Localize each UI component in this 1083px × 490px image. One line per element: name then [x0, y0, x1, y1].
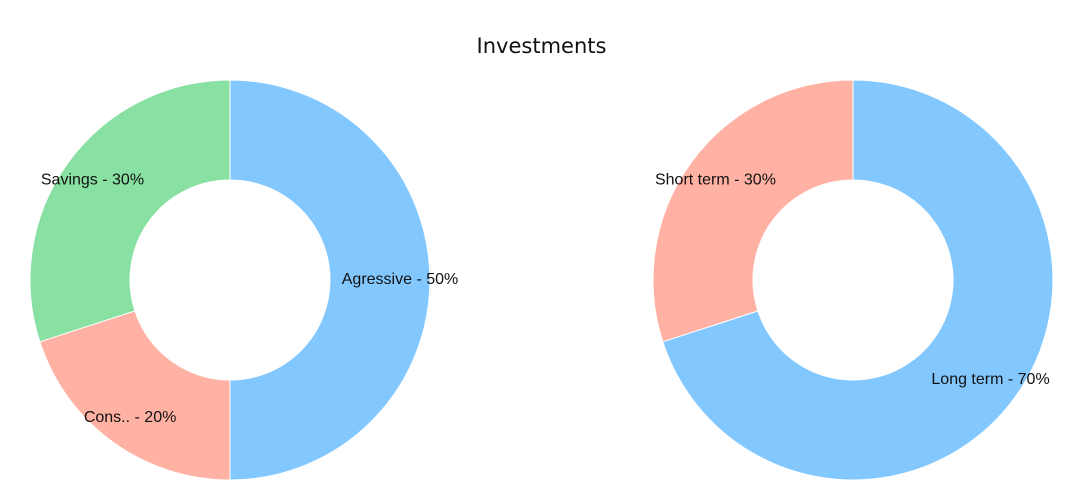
slice-savings: [29, 79, 231, 343]
slice-label-short-term: Short term - 30%: [655, 171, 776, 188]
slice-cons: [39, 310, 231, 481]
chart-title: Investments: [477, 34, 607, 58]
slice-agressive: [229, 79, 431, 481]
slice-long-term: [662, 79, 1054, 481]
slice-label-savings: Savings - 30%: [41, 171, 144, 188]
slice-label-long-term: Long term - 70%: [931, 371, 1049, 388]
slice-short-term: [652, 79, 854, 343]
slice-label-agressive: Agressive - 50%: [342, 271, 459, 288]
investment-style-donut: Agressive - 50% Cons.. - 20% Savings - 30%: [29, 79, 459, 481]
slice-label-cons: Cons.. - 20%: [84, 409, 176, 426]
investment-term-donut: Long term - 70% Short term - 30%: [652, 79, 1054, 481]
